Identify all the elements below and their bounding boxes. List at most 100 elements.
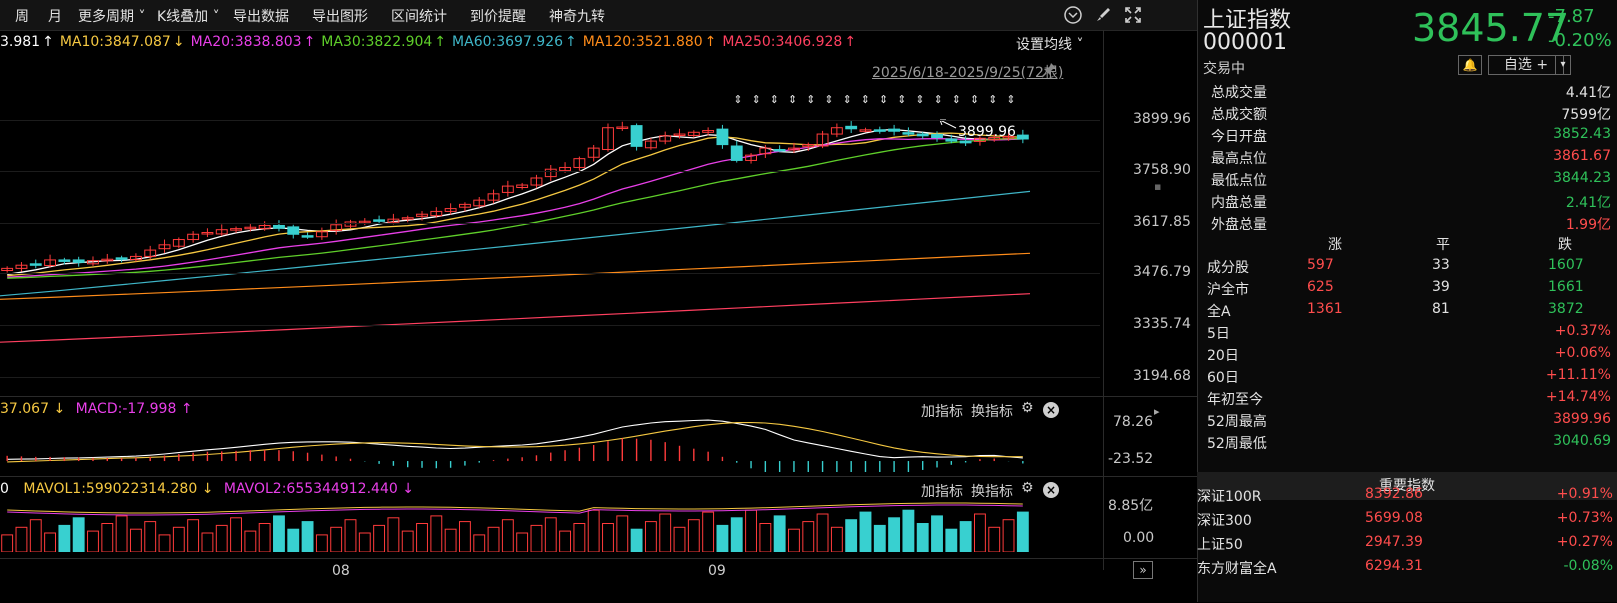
breadth-up: 625 xyxy=(1307,279,1334,295)
add-indicator-button[interactable]: 加指标 xyxy=(921,484,963,500)
important-index-name: 东方财富全A xyxy=(1197,561,1277,577)
stat-row-label: 最低点位 xyxy=(1211,173,1267,189)
breadth-row: 成分股 597 33 1607 xyxy=(1203,257,1613,279)
pin-icon[interactable] xyxy=(1041,62,1057,82)
gear-icon[interactable]: ⚙ xyxy=(1021,400,1034,416)
price-tick: 3194.68 xyxy=(1133,368,1191,384)
candle-body xyxy=(158,244,171,250)
magic-nine-marker: ⇕ xyxy=(934,93,943,106)
ma-line-10 xyxy=(7,132,1023,277)
gear-icon[interactable]: ⚙ xyxy=(1021,480,1034,496)
chevron-down-icon: ˅ xyxy=(1076,37,1084,53)
volume-bar xyxy=(1016,511,1029,552)
date-range-label[interactable]: 2025/6/18-2025/9/25(72根) xyxy=(872,65,1064,81)
kline-overlay-label: K线叠加 xyxy=(157,9,209,25)
chevron-circle-icon[interactable] xyxy=(1063,5,1083,25)
ma-line-20 xyxy=(7,137,1023,278)
important-index-row[interactable]: 深证300 5699.08 +0.73% xyxy=(1197,510,1617,534)
volume-bar xyxy=(358,532,371,552)
magic-nine-marker: ⇕ xyxy=(733,93,742,106)
stat-row-value: 4.41亿 xyxy=(1565,85,1611,101)
candle-body xyxy=(931,133,943,139)
ma-arrow-6: ↑ xyxy=(844,34,857,50)
important-index-row[interactable]: 深证100R 8392.86 +0.91% xyxy=(1197,486,1617,510)
ma-long-line-0 xyxy=(0,190,1031,297)
breadth-row: 沪全市 625 39 1661 xyxy=(1203,279,1613,301)
stat-row-label: 外盘总量 xyxy=(1211,217,1267,233)
period-row: 20日 +0.06% xyxy=(1203,345,1613,367)
period-row: 5日 +0.37% xyxy=(1203,323,1613,345)
candle-body xyxy=(1016,134,1029,140)
candle-body xyxy=(916,133,929,137)
price-alert-button[interactable]: 到价提醒 xyxy=(470,9,526,25)
candle-body xyxy=(873,129,886,132)
export-data-button[interactable]: 导出数据 xyxy=(233,9,289,25)
volume-bar xyxy=(258,523,271,552)
switch-indicator-button[interactable]: 换指标 xyxy=(971,404,1013,420)
volume-bar xyxy=(931,515,943,552)
collapse-handle-icon[interactable]: ▪ xyxy=(1154,180,1162,193)
period-month-button[interactable]: 月 xyxy=(48,9,62,25)
kline-overlay-dropdown[interactable]: K线叠加 ˅ xyxy=(157,6,220,26)
watchlist-dropdown-icon[interactable]: ▾ xyxy=(1555,55,1571,75)
expand-arrow-icon[interactable]: ▸ xyxy=(1154,405,1160,418)
close-icon[interactable]: × xyxy=(1043,402,1059,418)
more-periods-dropdown[interactable]: 更多周期 ˅ xyxy=(78,6,145,26)
axis-separator xyxy=(1103,30,1104,570)
magic-nine-button[interactable]: 神奇九转 xyxy=(549,9,605,25)
bell-icon[interactable]: 🔔 xyxy=(1458,55,1482,75)
candle-body xyxy=(330,224,343,231)
add-indicator-button[interactable]: 加指标 xyxy=(921,404,963,420)
breadth-down: 1607 xyxy=(1548,257,1584,273)
period-row: 60日 +11.11% xyxy=(1203,367,1613,389)
vol-left-value: 0 xyxy=(0,481,9,497)
candlestick-chart[interactable]: ⇕ ⇕ ⇕ ⇕ ⇕ ⇕ ⇕ ⇕ ⇕ ⇕ ⇕ ⇕ ⇕ ⇕ ⇕ ⇕ xyxy=(0,80,1100,400)
magic-nine-marker: ⇕ xyxy=(788,93,797,106)
volume-bar xyxy=(487,526,500,552)
volume-bar xyxy=(988,526,1001,552)
candle-body xyxy=(673,133,686,137)
range-stats-button[interactable]: 区间统计 xyxy=(391,9,447,25)
volume-bar xyxy=(973,513,986,552)
brush-icon[interactable] xyxy=(1093,5,1113,25)
macd-tick-high: 78.26 xyxy=(1113,414,1154,430)
candle-body xyxy=(501,185,514,193)
volume-bar xyxy=(902,509,915,552)
volume-bar xyxy=(287,528,300,552)
candle-body xyxy=(602,127,614,151)
period-row-value: +14.74% xyxy=(1545,389,1611,405)
price-tick: 3335.74 xyxy=(1133,316,1191,332)
stat-row-label: 内盘总量 xyxy=(1211,195,1267,211)
important-index-row[interactable]: 东方财富全A 6294.31 -0.08% xyxy=(1197,558,1617,582)
volume-bar xyxy=(187,519,200,552)
period-week-button[interactable]: 周 xyxy=(15,9,29,25)
scroll-right-icon[interactable]: » xyxy=(1133,561,1153,579)
candle-body xyxy=(759,147,772,155)
important-index-row[interactable]: 上证50 2947.39 +0.27% xyxy=(1197,534,1617,558)
volume-bar xyxy=(430,515,443,552)
volume-bar xyxy=(830,526,843,552)
candle-body xyxy=(573,158,586,168)
ma-value-1: MA10:3847.087 xyxy=(59,34,171,50)
macd-panel-header: 37.067 ↓ MACD:-17.998 ↑ 加指标 换指标 ⚙ × xyxy=(0,396,1197,423)
candle-body xyxy=(902,132,915,135)
ma-settings-dropdown[interactable]: 设置均线 ˅ xyxy=(1016,34,1083,54)
stat-row-value: 7599亿 xyxy=(1561,107,1611,123)
period-row-value: +0.37% xyxy=(1554,323,1611,339)
close-icon[interactable]: × xyxy=(1043,482,1059,498)
period-row-label: 年初至今 xyxy=(1207,392,1263,408)
switch-indicator-button[interactable]: 换指标 xyxy=(971,484,1013,500)
period-row-label: 60日 xyxy=(1207,370,1239,386)
add-watchlist-button[interactable]: 自选 + xyxy=(1488,55,1564,75)
candle-body xyxy=(129,255,142,261)
magic-nine-marker: ⇕ xyxy=(752,93,761,106)
volume-bar xyxy=(101,523,114,552)
chevron-down-icon: ˅ xyxy=(138,9,146,25)
volume-bar xyxy=(616,515,629,552)
candle-body xyxy=(473,199,486,207)
high-marker-arrow xyxy=(939,119,957,129)
fullscreen-icon[interactable] xyxy=(1123,5,1143,25)
export-image-button[interactable]: 导出图形 xyxy=(312,9,368,25)
stat-row: 内盘总量 2.41亿 xyxy=(1203,192,1613,214)
volume-bar xyxy=(1,534,14,552)
